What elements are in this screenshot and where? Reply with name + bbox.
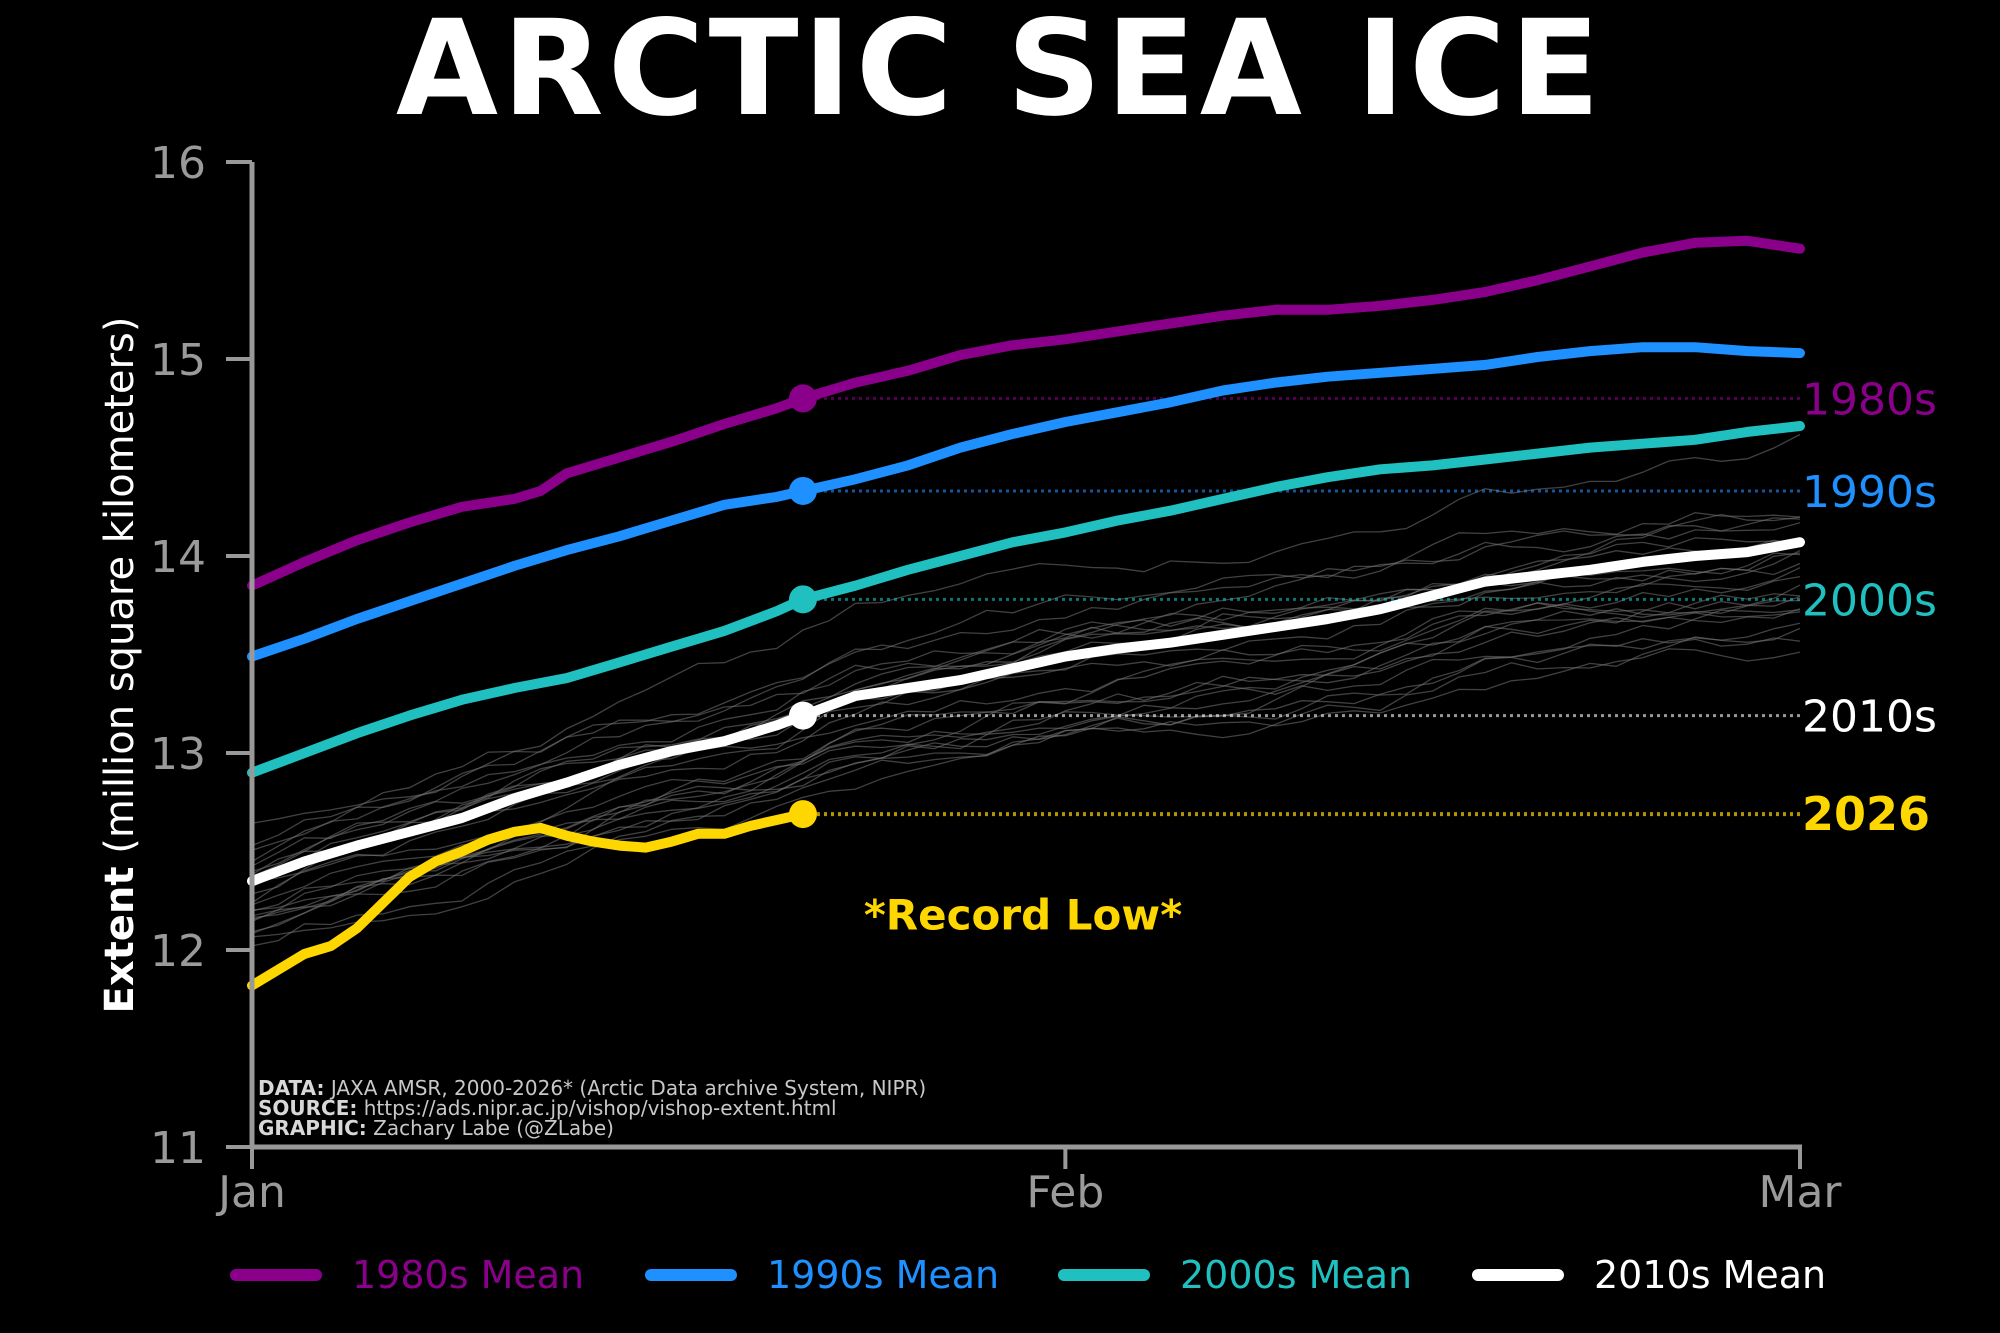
year-line — [251, 517, 1801, 867]
series-marker — [788, 585, 817, 614]
year-line — [251, 562, 1801, 911]
year-line — [251, 648, 1801, 947]
record-low-annotation: *Record Low* — [863, 890, 1183, 940]
y-tick-label: 11 — [150, 1123, 206, 1174]
year-line — [251, 552, 1801, 876]
year-line — [251, 595, 1801, 912]
credits-graphic-label: GRAPHIC: — [258, 1116, 367, 1140]
series-marker — [788, 476, 817, 505]
y-axis-label-bold: Extent — [97, 866, 143, 1014]
y-tick-label: 15 — [150, 335, 206, 386]
year-line — [251, 599, 1801, 919]
credits-graphic-text: Zachary Labe (@ZLabe) — [373, 1116, 614, 1140]
year-line — [251, 552, 1801, 873]
legend-item-2000s: 2000s Mean — [1058, 1250, 1412, 1300]
series-markers — [788, 384, 817, 829]
y-tick-label: 13 — [150, 729, 206, 780]
legend-item-1990s: 1990s Mean — [645, 1250, 999, 1300]
x-tick-label: Jan — [215, 1167, 286, 1218]
legend: 1980s Mean 1990s Mean 2000s Mean 2010s M… — [0, 1250, 2000, 1300]
reference-lines — [802, 396, 1800, 817]
series-line — [247, 342, 1805, 662]
year-line — [251, 512, 1801, 847]
year-line — [251, 522, 1801, 863]
legend-swatch-2000s — [1058, 1269, 1150, 1281]
series-lines — [247, 235, 1805, 991]
year-line — [251, 575, 1801, 877]
series-line — [247, 235, 1805, 591]
legend-swatch-1980s — [230, 1269, 322, 1281]
y-axis-label-units: (million square kilometers) — [97, 316, 143, 854]
year-line — [251, 609, 1801, 922]
year-line — [251, 622, 1801, 933]
legend-swatch-1990s — [645, 1269, 737, 1281]
credits: DATA: JAXA AMSR, 2000-2026* (Arctic Data… — [258, 1078, 926, 1138]
credits-data-label: DATA: — [258, 1076, 325, 1100]
x-tick-label: Feb — [1026, 1167, 1104, 1218]
year-line — [251, 537, 1801, 881]
year-line — [251, 539, 1801, 888]
y-tick-label: 16 — [150, 138, 206, 189]
year-line — [251, 608, 1801, 921]
credits-source-label: SOURCE: — [258, 1096, 358, 1120]
year-line — [251, 593, 1801, 906]
series-marker — [788, 701, 817, 730]
series-end-label: 1980s — [1802, 374, 1937, 425]
year-line — [251, 513, 1801, 851]
legend-label-1980s: 1980s Mean — [352, 1253, 585, 1297]
legend-label-2010s: 2010s Mean — [1594, 1253, 1827, 1297]
series-end-label: 2026 — [1802, 787, 1930, 841]
series-end-label: 2000s — [1802, 575, 1937, 626]
legend-item-1980s: 1980s Mean — [230, 1250, 584, 1300]
credits-data-text: JAXA AMSR, 2000-2026* (Arctic Data archi… — [330, 1076, 927, 1100]
y-tick-label: 12 — [150, 926, 206, 977]
y-tick-label: 14 — [150, 532, 206, 583]
x-tick-label: Mar — [1758, 1167, 1842, 1218]
credits-source-text: https://ads.nipr.ac.jp/vishop/vishop-ext… — [363, 1096, 837, 1120]
year-line — [251, 433, 1801, 824]
axes: 11 12 13 14 15 16 Jan Feb Mar — [150, 138, 1842, 1218]
year-line — [251, 611, 1801, 917]
year-line — [251, 567, 1801, 895]
legend-label-2000s: 2000s Mean — [1180, 1253, 1413, 1297]
series-line — [247, 421, 1805, 778]
series-line — [247, 809, 808, 991]
y-axis-label: Extent (million square kilometers) — [97, 317, 143, 1014]
year-line — [251, 550, 1801, 882]
legend-swatch-2010s — [1472, 1269, 1564, 1281]
series-marker — [788, 384, 817, 413]
chart-title: ARCTIC SEA ICE — [395, 0, 1605, 146]
series-end-label: 1990s — [1802, 467, 1937, 518]
legend-label-1990s: 1990s Mean — [767, 1253, 1000, 1297]
legend-item-2010s: 2010s Mean — [1472, 1250, 1826, 1300]
year-line — [251, 637, 1801, 935]
series-end-labels: 1980s 1990s 2000s 2010s 2026 — [1802, 374, 1937, 841]
series-line — [247, 537, 1805, 887]
series-end-label: 2010s — [1802, 692, 1937, 743]
series-marker — [788, 800, 817, 829]
